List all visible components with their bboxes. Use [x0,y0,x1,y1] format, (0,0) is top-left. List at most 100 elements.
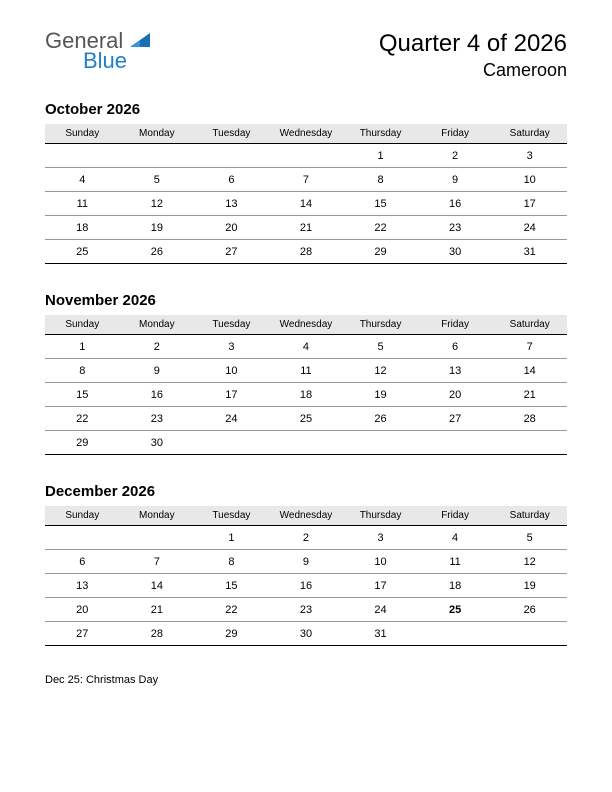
calendar-row: 12345 [45,526,567,550]
day-header: Wednesday [269,506,344,526]
calendar-row: 2728293031 [45,622,567,646]
calendar-cell: 7 [492,335,567,359]
calendar-cell: 2 [269,526,344,550]
logo-text: General Blue [45,30,127,72]
calendar-cell: 1 [343,144,418,168]
calendar-cell: 8 [194,550,269,574]
calendar-cell [194,431,269,455]
day-header: Saturday [492,315,567,335]
calendar-cell: 17 [343,574,418,598]
day-header: Friday [418,124,493,144]
calendar-cell: 3 [492,144,567,168]
calendar-cell: 27 [418,407,493,431]
day-header: Tuesday [194,124,269,144]
day-header: Thursday [343,315,418,335]
calendar-cell: 15 [343,192,418,216]
day-header: Saturday [492,506,567,526]
calendar-cell: 6 [418,335,493,359]
calendar-row: 2930 [45,431,567,455]
calendar-cell: 9 [418,168,493,192]
calendar-cell: 27 [194,240,269,264]
calendar-cell: 20 [194,216,269,240]
calendar-cell [418,622,493,646]
calendar-cell: 12 [343,359,418,383]
month-title: October 2026 [45,101,567,118]
calendar-cell [45,526,120,550]
calendar-cell: 23 [120,407,195,431]
calendar-cell: 18 [418,574,493,598]
month-title: November 2026 [45,292,567,309]
calendar-cell: 5 [120,168,195,192]
calendar-cell: 14 [120,574,195,598]
day-header: Thursday [343,506,418,526]
calendar-cell: 11 [45,192,120,216]
calendar-cell: 13 [45,574,120,598]
calendar-cell [120,526,195,550]
calendar-cell: 5 [343,335,418,359]
calendar-cell: 25 [45,240,120,264]
calendar-cell: 7 [120,550,195,574]
calendar-cell [194,144,269,168]
calendar-cell: 1 [194,526,269,550]
calendar-cell: 17 [194,383,269,407]
calendar-cell: 6 [194,168,269,192]
day-header: Monday [120,315,195,335]
calendar-row: 1234567 [45,335,567,359]
calendar-cell: 15 [45,383,120,407]
month-title: December 2026 [45,483,567,500]
calendar-cell: 29 [45,431,120,455]
calendar-row: 18192021222324 [45,216,567,240]
day-header: Sunday [45,315,120,335]
page-subtitle: Cameroon [379,60,567,81]
calendar-row: 20212223242526 [45,598,567,622]
calendar-cell: 22 [194,598,269,622]
calendar-cell [120,144,195,168]
calendar-cell: 31 [492,240,567,264]
day-header: Monday [120,124,195,144]
header: General Blue Quarter 4 of 2026 Cameroon [45,30,567,81]
day-header: Wednesday [269,124,344,144]
calendar-row: 15161718192021 [45,383,567,407]
title-block: Quarter 4 of 2026 Cameroon [379,30,567,81]
calendar-row: 891011121314 [45,359,567,383]
calendar-cell: 30 [269,622,344,646]
day-header: Thursday [343,124,418,144]
calendar-row: 6789101112 [45,550,567,574]
calendar-cell: 14 [492,359,567,383]
calendar-cell: 26 [492,598,567,622]
calendar-cell: 4 [418,526,493,550]
calendar-cell: 5 [492,526,567,550]
calendar-cell: 20 [418,383,493,407]
calendar-cell: 3 [343,526,418,550]
calendar-cell: 28 [492,407,567,431]
calendar-cell: 30 [120,431,195,455]
holiday-notes: Dec 25: Christmas Day [45,674,567,686]
calendar-cell: 21 [269,216,344,240]
calendar-cell: 22 [343,216,418,240]
calendar-row: 45678910 [45,168,567,192]
calendar-cell: 25 [418,598,493,622]
calendar-cell: 16 [269,574,344,598]
month-block: October 2026 SundayMondayTuesdayWednesday… [45,101,567,264]
calendar-cell: 3 [194,335,269,359]
calendar-cell: 16 [120,383,195,407]
calendar-row: 25262728293031 [45,240,567,264]
calendar-cell: 12 [492,550,567,574]
calendar-cell: 29 [194,622,269,646]
calendar-cell [45,144,120,168]
calendar-cell: 26 [343,407,418,431]
calendar-table: SundayMondayTuesdayWednesdayThursdayFrid… [45,124,567,264]
calendar-cell: 8 [343,168,418,192]
day-header: Tuesday [194,315,269,335]
calendar-cell: 19 [492,574,567,598]
logo-blue-text: Blue [83,50,127,72]
calendar-table: SundayMondayTuesdayWednesdayThursdayFrid… [45,506,567,646]
calendar-cell: 9 [269,550,344,574]
calendar-cell [269,144,344,168]
day-header: Friday [418,315,493,335]
calendar-cell: 1 [45,335,120,359]
calendar-cell: 17 [492,192,567,216]
calendar-cell: 4 [269,335,344,359]
calendar-cell: 21 [120,598,195,622]
calendar-cell: 23 [269,598,344,622]
